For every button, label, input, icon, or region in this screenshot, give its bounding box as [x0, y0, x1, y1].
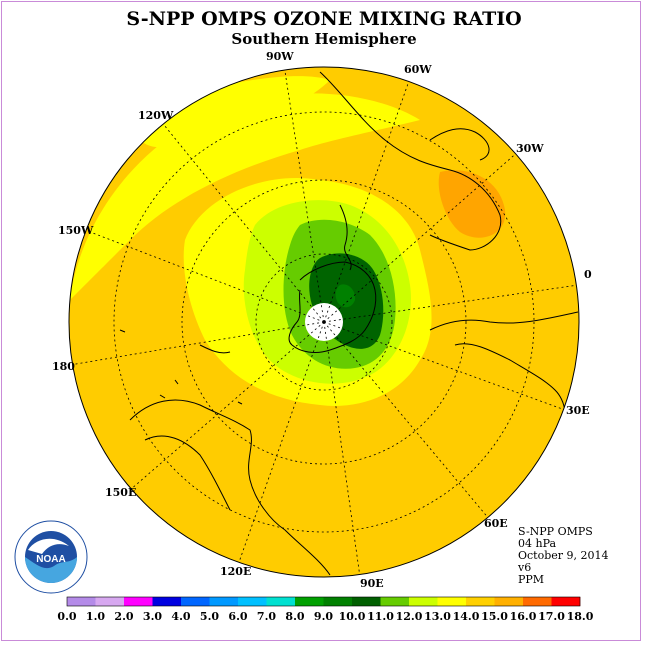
ozone-yellow-band-north	[70, 93, 420, 300]
colorbar-tick-label: 10.0	[338, 610, 366, 623]
info-satellite: S-NPP OMPS	[518, 525, 593, 538]
map-border	[68, 66, 580, 578]
colorbar-swatch	[323, 597, 353, 606]
lon-label-60e: 60E	[484, 517, 508, 530]
colorbar-swatch	[551, 597, 581, 606]
lon-label-30e: 30E	[566, 404, 590, 417]
colorbar-swatch	[181, 597, 210, 606]
meridians	[69, 67, 579, 577]
colorbar-tick-label: 5.0	[199, 610, 220, 623]
colorbar-swatch	[295, 597, 324, 606]
colorbar-tick-label: 16.0	[509, 610, 537, 623]
lon-label-180: 180	[52, 360, 75, 373]
lon-label-120w: 120W	[138, 109, 174, 122]
colorbar-tick-label: 9.0	[313, 610, 334, 623]
colorbar-tick-label: 2.0	[114, 610, 134, 623]
colorbar-swatch	[67, 597, 96, 606]
noaa-logo: NOAA	[14, 520, 88, 594]
colorbar-border	[66, 596, 581, 607]
colorbar-tick-label: 1.0	[85, 610, 106, 623]
colorbar-tick-label: 8.0	[285, 610, 305, 623]
info-version: v6	[518, 561, 532, 574]
colorbar	[66, 596, 581, 607]
lon-label-120e: 120E	[220, 565, 252, 578]
colorbar-swatch	[209, 597, 239, 606]
figure-frame	[1, 1, 641, 641]
colorbar-tick-label: 12.0	[395, 610, 423, 623]
colorbar-swatch	[238, 597, 267, 606]
colorbar-tick-label: 4.0	[171, 610, 191, 623]
map-title: S-NPP OMPS OZONE MIXING RATIO	[126, 8, 522, 30]
lon-label-90w: 90W	[266, 50, 294, 63]
lon-label-90e: 90E	[360, 577, 384, 590]
colorbar-tick-label: 13.0	[424, 610, 451, 623]
colorbar-swatch	[380, 597, 410, 606]
ozone-green-core	[335, 284, 356, 308]
colorbar-tick-label: 7.0	[256, 610, 277, 623]
colorbar-tick-label: 17.0	[538, 610, 565, 623]
colorbar-swatch	[266, 597, 296, 606]
colorbar-swatch	[352, 597, 381, 606]
colorbar-swatch	[124, 597, 153, 606]
lon-label-60w: 60W	[404, 63, 432, 76]
colorbar-swatch	[409, 597, 438, 606]
colorbar-tick-label: 15.0	[481, 610, 508, 623]
colorbar-swatch	[437, 597, 467, 606]
ozone-yellow-band-top	[140, 76, 330, 148]
info-date: October 9, 2014	[518, 549, 609, 562]
colorbar-swatch	[466, 597, 495, 606]
info-panel: S-NPP OMPS 04 hPa October 9, 2014 v6 PPM	[518, 526, 609, 586]
lon-label-150w: 150W	[58, 224, 94, 237]
lon-label-30w: 30W	[516, 142, 544, 155]
latitude-circles	[113, 111, 535, 533]
lon-label-0: 0	[584, 268, 592, 281]
colorbar-tick-label: 14.0	[452, 610, 480, 623]
lon-label-150e: 150E	[105, 486, 137, 499]
noaa-logo-text: NOAA	[36, 554, 65, 565]
map-subtitle: Southern Hemisphere	[231, 30, 417, 48]
colorbar-swatch	[523, 597, 552, 606]
colorbar-swatch	[494, 597, 524, 606]
info-units: PPM	[518, 573, 545, 586]
colorbar-tick-label: 11.0	[367, 610, 394, 623]
colorbar-swatch	[95, 597, 125, 606]
south-pole-marker	[322, 320, 326, 324]
colorbar-tick-label: 6.0	[228, 610, 248, 623]
colorbar-tick-label: 0.0	[57, 610, 77, 623]
info-pressure: 04 hPa	[518, 537, 557, 550]
colorbar-tick-label: 3.0	[142, 610, 163, 623]
colorbar-tick-label: 18.0	[566, 610, 594, 623]
colorbar-swatch	[152, 597, 182, 606]
ozone-orange-patch	[438, 170, 506, 238]
